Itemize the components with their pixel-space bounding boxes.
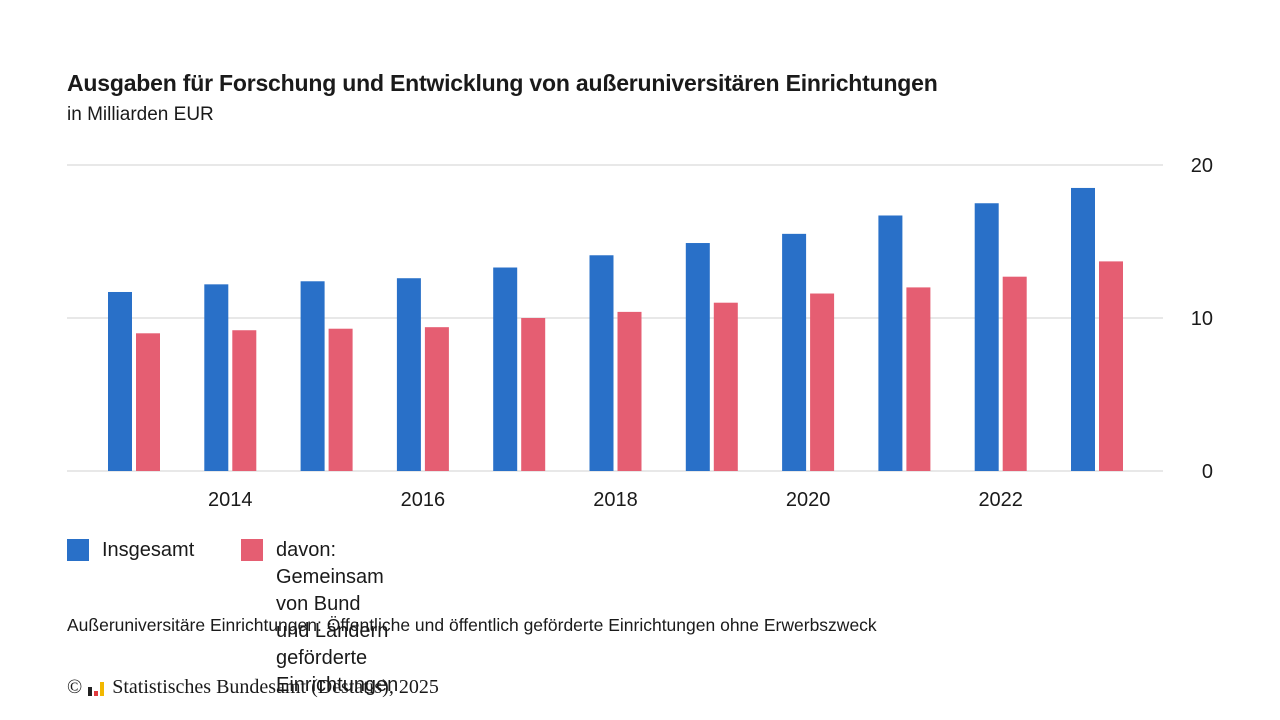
x-tick-label-2014: 2014 — [208, 489, 253, 511]
bar-chart: 0 10 20 2014 2016 2018 2020 2022 — [67, 155, 1213, 511]
x-tick-label-2018: 2018 — [593, 489, 638, 511]
bar-bund-laender-2014 — [232, 330, 257, 471]
destatis-logo-icon — [88, 680, 106, 696]
bar-insgesamt-2014 — [204, 284, 229, 471]
chart-subtitle: in Milliarden EUR — [67, 104, 214, 125]
bar-bund-laender-2022 — [1002, 276, 1027, 471]
bar-insgesamt-2016 — [396, 278, 421, 471]
legend-swatch-bund-laender — [241, 539, 263, 561]
y-tick-label-0: 0 — [1202, 461, 1213, 483]
logo-bar-2 — [94, 690, 99, 696]
logo-bar-1 — [88, 686, 93, 696]
bar-insgesamt-2018 — [589, 255, 614, 471]
bar-insgesamt-2017 — [493, 267, 518, 471]
bar-insgesamt-2020 — [782, 233, 807, 471]
bar-bund-laender-2023 — [1099, 261, 1123, 471]
bar-bund-laender-2018 — [617, 311, 642, 471]
bar-insgesamt-2021 — [878, 215, 903, 471]
y-tick-label-10: 10 — [1191, 308, 1213, 330]
bar-insgesamt-2015 — [300, 281, 325, 471]
copyright-symbol: © — [67, 676, 83, 698]
logo-bar-3 — [100, 681, 105, 696]
bar-insgesamt-2022 — [974, 203, 999, 471]
bar-bund-laender-2017 — [521, 318, 546, 471]
x-tick-label-2022: 2022 — [978, 489, 1023, 511]
legend-label-insgesamt: Insgesamt — [102, 539, 195, 561]
bar-bund-laender-2013 — [136, 333, 160, 471]
x-tick-label-2020: 2020 — [786, 489, 831, 511]
legend-label-bund-laender: davon: Gemeinsam von Bund und Ländern ge… — [276, 539, 399, 696]
bar-bund-laender-2015 — [328, 328, 353, 471]
bar-bund-laender-2020 — [810, 293, 835, 471]
bar-bund-laender-2016 — [424, 327, 449, 471]
bar-bund-laender-2021 — [906, 287, 931, 471]
legend-swatch-insgesamt — [67, 539, 89, 561]
bar-insgesamt-2023 — [1071, 187, 1095, 471]
source-text: Statistisches Bundesamt (Destatis), 2025 — [112, 676, 439, 698]
chart-title: Ausgaben für Forschung und Entwicklung v… — [67, 70, 938, 96]
y-tick-label-20: 20 — [1191, 155, 1213, 177]
bar-insgesamt-2019 — [685, 243, 710, 471]
x-tick-label-2016: 2016 — [401, 489, 446, 511]
chart-footnote: Außeruniversitäre Einrichtungen: Öffentl… — [67, 615, 877, 635]
source-line: © Statistisches Bundesamt (Destatis), 20… — [67, 676, 439, 699]
bar-bund-laender-2019 — [713, 302, 738, 471]
bar-insgesamt-2013 — [108, 291, 132, 471]
